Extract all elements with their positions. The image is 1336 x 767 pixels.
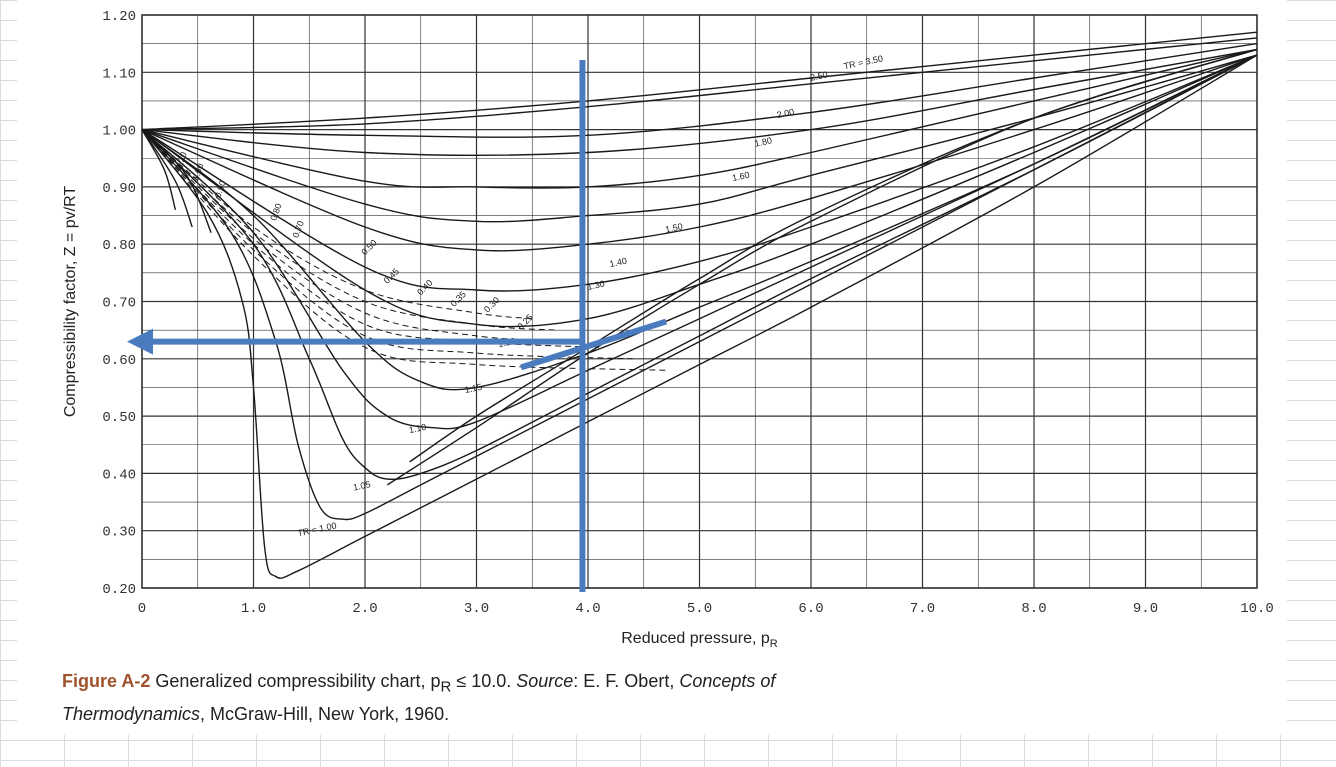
y-tick-label: 0.60 — [102, 353, 136, 369]
series-line — [141, 129, 193, 228]
x-tick-label: 7.0 — [910, 601, 935, 617]
x-tick-label: 0 — [138, 601, 146, 617]
chart-ticks: 0 1.0 2.0 3.0 4.0 5.0 6.0 7.0 8.0 9.0 10.0 0.20 0.30… — [102, 9, 1273, 617]
isotherm-label: 2.50 — [809, 69, 828, 82]
x-tick-label: 5.0 — [687, 601, 712, 617]
isotherm-label: 2.00 — [776, 107, 795, 120]
isotherm-label: 1.15 — [464, 382, 483, 395]
y-tick-label: 0.90 — [102, 181, 136, 197]
series-line — [141, 129, 177, 210]
chart-grid — [141, 14, 1258, 589]
series-line — [141, 54, 1258, 252]
series-line — [141, 129, 533, 320]
y-tick-label: 1.00 — [102, 124, 136, 140]
series-line — [141, 48, 1258, 157]
isotherm-label: TR = 1.00 — [296, 520, 337, 538]
isochore-label: 0.45 — [382, 266, 401, 285]
chart-annotations — [127, 60, 667, 592]
curve-label: 0.90 — [213, 179, 228, 199]
series-line — [141, 31, 1258, 131]
series-line — [141, 129, 577, 343]
x-tick-label: 8.0 — [1021, 601, 1046, 617]
y-tick-label: 1.10 — [102, 66, 136, 82]
arrow-head — [127, 328, 153, 355]
figure-panel: TR = 3.502.502.001.801.601.501.401.301.2… — [17, 0, 1287, 735]
x-tick-label: 2.0 — [352, 601, 377, 617]
isotherm-label: TR = 3.50 — [843, 53, 884, 71]
series-line — [386, 48, 1258, 486]
isotherm-label: 1.40 — [609, 256, 628, 269]
isotherm-label: 1.50 — [664, 221, 683, 234]
x-tick-label: 9.0 — [1133, 601, 1158, 617]
isotherm-label: 1.05 — [352, 479, 371, 492]
isotherm-label: 1.60 — [731, 170, 750, 183]
caption-book-1: Concepts of — [679, 671, 776, 691]
curve-label: 1.00 — [190, 162, 205, 182]
x-tick-label: 3.0 — [464, 601, 489, 617]
isochore-label: 0.35 — [449, 289, 468, 308]
figure-caption: Figure A-2 Generalized compressibility c… — [62, 668, 962, 728]
x-axis-title: Reduced pressure, pR — [621, 630, 778, 650]
diagonal-marker-line — [520, 318, 667, 371]
isotherm-label: 1.30 — [586, 279, 605, 292]
y-tick-label: 0.40 — [102, 467, 136, 483]
figure-number: Figure A-2 — [62, 671, 151, 691]
isochore-label: 0.30 — [482, 295, 501, 314]
series-line — [141, 42, 1258, 138]
caption-text-2: ≤ 10.0. — [451, 671, 517, 691]
curve-label: 0.70 — [291, 219, 306, 239]
caption-text-1: Generalized compressibility chart, p — [155, 671, 441, 691]
isotherm-label: 1.10 — [408, 422, 427, 435]
y-tick-label: 0.30 — [102, 525, 136, 541]
isotherm-label: 1.80 — [754, 135, 773, 148]
isochore-label: 0.40 — [415, 278, 434, 297]
caption-book-2: Thermodynamics — [62, 703, 201, 724]
series-line — [141, 37, 1258, 131]
caption-sub: R — [440, 678, 452, 696]
y-tick-label: 0.70 — [102, 296, 136, 312]
x-tick-label: 4.0 — [575, 601, 600, 617]
series-line — [141, 54, 1258, 481]
series-line — [141, 48, 1258, 189]
y-tick-label: 0.50 — [102, 410, 136, 426]
x-tick-label: 1.0 — [241, 601, 266, 617]
caption-text-3: : E. F. Obert, — [573, 671, 680, 691]
caption-text-4: , McGraw-Hill, New York, 1960. — [200, 703, 450, 724]
y-tick-label: 0.80 — [102, 238, 136, 254]
y-axis-title: Compressibility factor, Z = pv/RT — [62, 186, 79, 418]
isochore-label: 0.50 — [359, 238, 378, 257]
x-tick-label: 10.0 — [1240, 601, 1274, 617]
series-line — [141, 54, 1258, 430]
chart-series — [141, 31, 1258, 579]
series-line — [141, 54, 1258, 292]
x-tick-label: 6.0 — [798, 601, 823, 617]
series-line — [141, 129, 667, 371]
caption-source-label: Source — [516, 671, 574, 691]
y-tick-label: 0.20 — [102, 582, 136, 598]
series-line — [141, 54, 1258, 579]
series-line — [141, 129, 633, 360]
y-tick-label: 1.20 — [102, 9, 136, 25]
compressibility-chart: TR = 3.502.502.001.801.601.501.401.301.2… — [62, 9, 1274, 650]
